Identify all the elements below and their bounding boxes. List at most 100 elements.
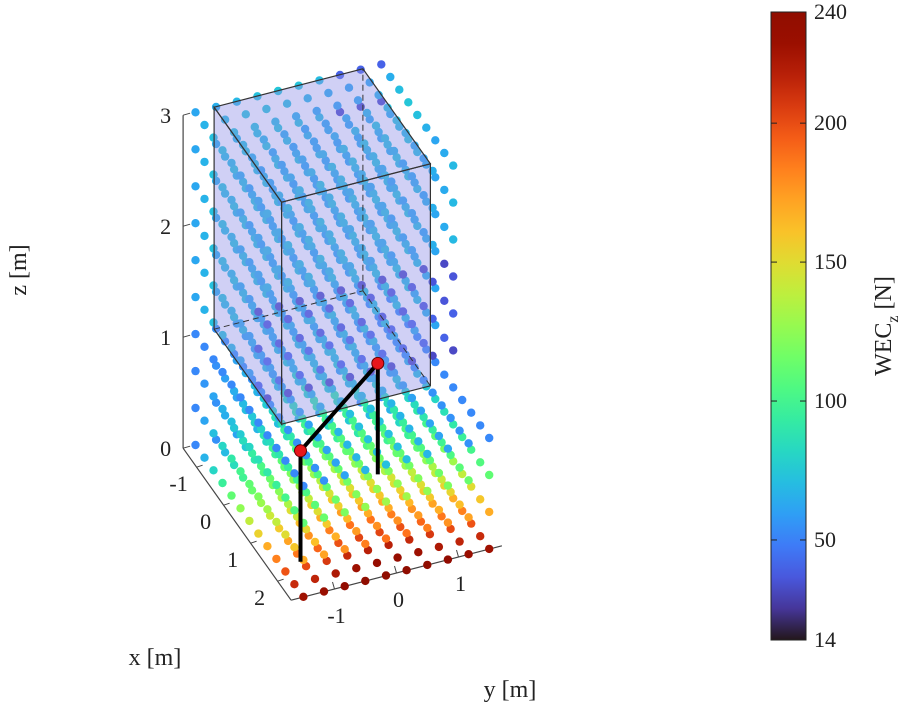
data-point	[434, 505, 444, 515]
data-point	[330, 280, 339, 289]
data-point	[392, 337, 401, 347]
data-point	[414, 437, 423, 446]
colorbar	[770, 11, 807, 641]
data-point	[419, 228, 428, 237]
data-point	[345, 262, 355, 271]
data-point	[410, 363, 419, 372]
data-point	[360, 250, 369, 259]
data-point	[211, 398, 221, 407]
data-point	[236, 319, 245, 328]
data-point	[331, 569, 340, 578]
data-point	[218, 146, 227, 155]
data-point	[419, 265, 428, 274]
data-point	[229, 239, 239, 248]
data-point	[238, 140, 248, 150]
data-point	[200, 305, 209, 314]
colorbar-label-sub: z	[885, 315, 902, 322]
data-point	[265, 437, 275, 446]
data-point	[229, 128, 239, 137]
data-point	[371, 158, 381, 167]
data-point	[410, 252, 419, 261]
data-point	[336, 286, 346, 295]
data-point	[295, 186, 304, 195]
data-point	[336, 212, 346, 221]
data-point	[283, 314, 293, 324]
data-point	[309, 137, 319, 146]
data-point	[309, 322, 319, 331]
data-point	[238, 177, 248, 187]
data-point	[227, 232, 236, 242]
data-point	[327, 162, 337, 172]
data-point	[191, 108, 200, 117]
data-point	[254, 455, 263, 464]
data-point	[286, 284, 295, 293]
data-point	[295, 296, 304, 306]
data-point	[389, 368, 399, 377]
box-face-top	[213, 68, 432, 203]
data-point	[387, 362, 396, 371]
data-point	[268, 148, 277, 157]
data-point	[247, 338, 257, 347]
data-point	[377, 97, 386, 106]
data-point	[334, 464, 343, 474]
data-point	[247, 412, 257, 421]
data-point	[330, 243, 339, 252]
data-point	[449, 309, 458, 318]
data-point	[398, 196, 408, 205]
data-point	[384, 503, 393, 513]
data-point	[280, 130, 289, 139]
data-point	[413, 221, 422, 231]
data-point	[407, 467, 417, 477]
data-point	[352, 490, 361, 499]
data-point	[318, 334, 328, 344]
data-point	[378, 386, 387, 395]
data-point	[428, 499, 437, 508]
data-point	[220, 448, 230, 457]
data-point	[389, 294, 399, 303]
data-point	[254, 307, 263, 316]
data-point	[209, 466, 218, 475]
data-point	[319, 587, 329, 596]
data-point	[401, 239, 410, 249]
data-point	[396, 448, 405, 458]
data-point	[398, 381, 408, 390]
data-point	[286, 432, 295, 441]
data-point	[383, 140, 392, 149]
data-point	[274, 191, 284, 200]
data-point	[449, 346, 458, 355]
data-point	[387, 288, 396, 297]
data-point	[200, 194, 209, 204]
data-point	[416, 443, 426, 452]
data-point	[343, 514, 352, 523]
data-point	[254, 344, 263, 353]
data-point	[387, 473, 396, 482]
data-point	[405, 498, 414, 507]
data-point	[357, 391, 366, 401]
data-point	[313, 470, 322, 479]
x-tick-label: 2	[254, 585, 265, 610]
data-point	[419, 412, 428, 422]
data-point	[191, 182, 200, 191]
data-point	[309, 285, 319, 294]
data-point	[220, 152, 230, 161]
data-point	[407, 504, 417, 514]
data-point	[265, 363, 275, 372]
data-point	[286, 210, 295, 219]
data-point	[301, 525, 311, 534]
data-point	[227, 195, 236, 205]
data-point	[398, 270, 408, 279]
data-point	[272, 517, 281, 527]
data-point	[301, 562, 311, 571]
data-point	[440, 222, 449, 232]
data-point	[371, 195, 381, 204]
data-point	[238, 251, 248, 261]
data-point	[348, 268, 357, 277]
data-point	[428, 388, 437, 397]
data-point	[263, 246, 272, 255]
data-point	[236, 393, 245, 402]
colorbar-label: WECz [N]	[871, 276, 902, 376]
data-point	[464, 550, 473, 559]
data-point	[238, 436, 248, 445]
data-point	[476, 495, 485, 504]
